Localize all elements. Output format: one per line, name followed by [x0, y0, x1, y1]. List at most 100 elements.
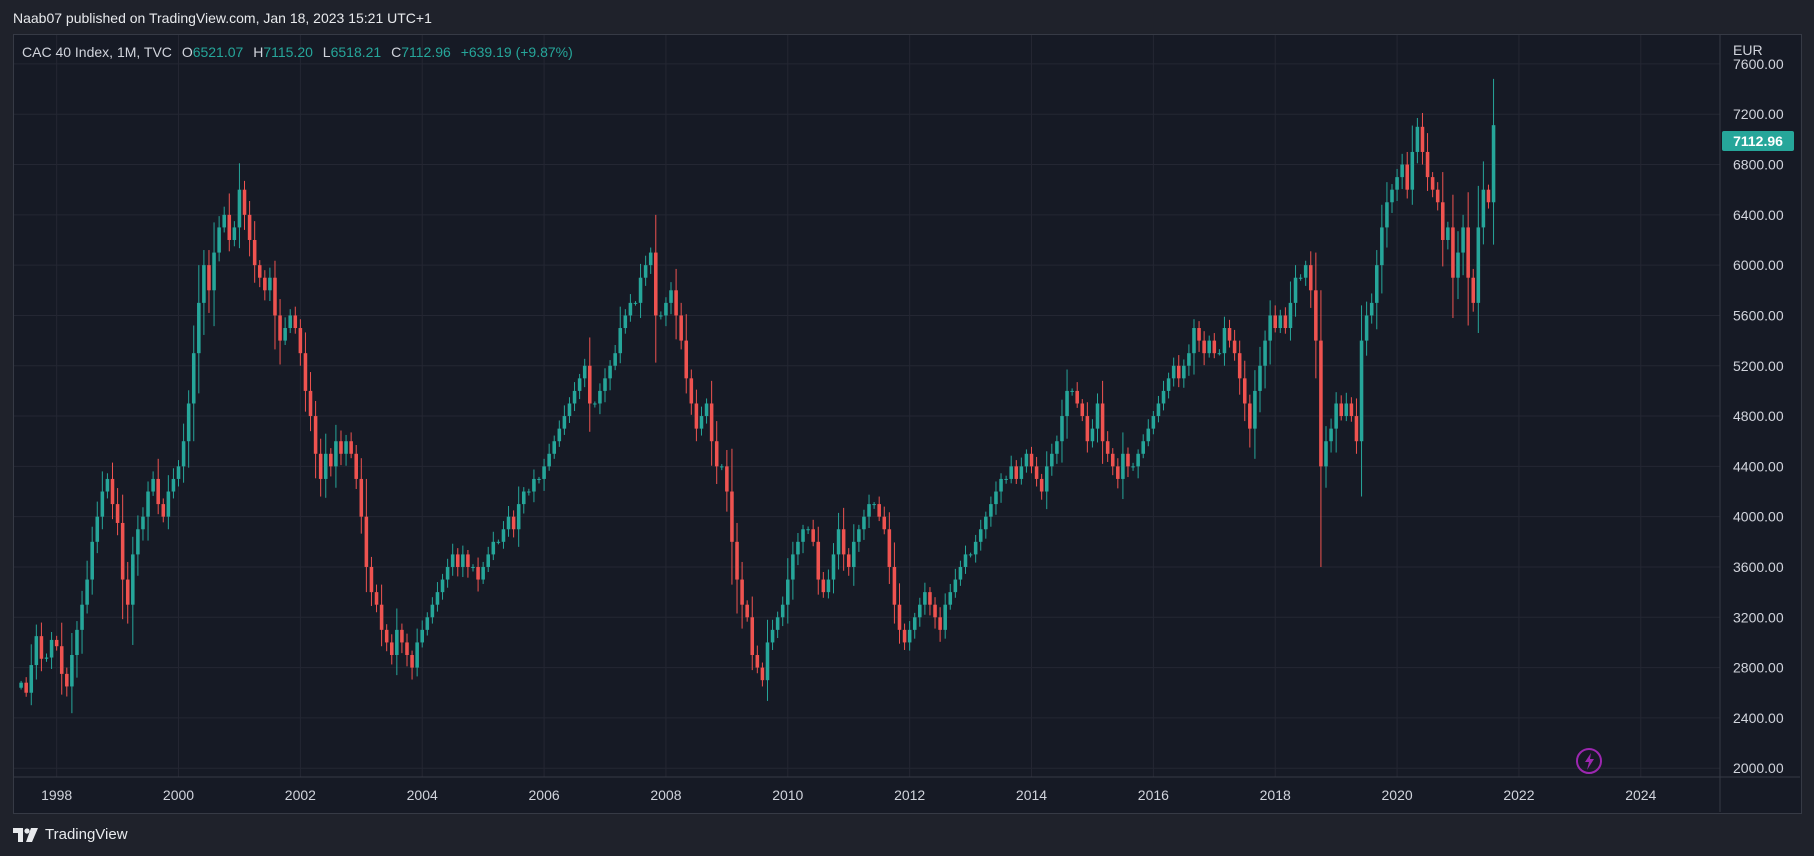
x-tick-label: 2024 [1625, 787, 1656, 803]
candle-body [730, 491, 734, 542]
candle-body [1364, 315, 1369, 341]
candle-body [100, 491, 105, 517]
last-price-tag: 7112.96 [1722, 131, 1794, 151]
candle-body [831, 554, 836, 580]
candle-body [1004, 478, 1008, 480]
candle-body [1009, 466, 1013, 479]
candle-body [1308, 265, 1313, 291]
candle-body [887, 529, 892, 567]
candle-body [1324, 441, 1328, 467]
candle-body [780, 604, 785, 618]
candle-body [1034, 466, 1039, 479]
candle-body [892, 566, 897, 605]
x-tick-label: 2020 [1382, 787, 1413, 803]
candle-body [628, 302, 633, 316]
candle-body [268, 277, 272, 291]
x-tick-label: 1998 [41, 787, 72, 803]
candle-body [364, 516, 369, 567]
y-tick-label: 2000.00 [1733, 760, 1784, 776]
tradingview-logo[interactable]: TradingView [13, 826, 128, 843]
candle-body [1029, 453, 1034, 467]
candle-body [1476, 227, 1481, 303]
candle-body [1288, 302, 1293, 329]
candle-body [1405, 164, 1410, 190]
low-value: 6518.21 [330, 44, 382, 60]
candle-body [1065, 390, 1069, 417]
candle-body [455, 554, 460, 567]
candle-body [501, 529, 506, 542]
last-price-tag-text: 7112.96 [1733, 133, 1783, 149]
candle-body [902, 629, 907, 643]
candle-body [1217, 353, 1222, 355]
candle-body [648, 252, 653, 266]
candle-body [1339, 403, 1344, 417]
candle-body [176, 466, 181, 479]
candle-body [527, 491, 531, 493]
candle-body [191, 353, 196, 404]
candle-body [1456, 252, 1460, 278]
candle-body [450, 554, 455, 567]
candle-body [1253, 390, 1257, 429]
candle-body [171, 478, 176, 492]
candle-body [257, 265, 262, 278]
candle-body [1319, 340, 1323, 467]
candle-body [567, 403, 572, 417]
candle-body [212, 252, 216, 291]
x-tick-label: 2014 [1016, 787, 1047, 803]
candle-body [166, 491, 171, 517]
symbol-name: CAC 40 Index, 1M, TVC [22, 44, 172, 60]
candle-body [70, 655, 74, 687]
candle-body [542, 466, 546, 479]
candle-body [1055, 441, 1059, 454]
candle-body [125, 579, 130, 605]
candle-body [1227, 328, 1232, 341]
candle-body [24, 682, 28, 693]
candle-body [750, 617, 755, 656]
candle-body [1486, 189, 1491, 203]
candle-body [613, 353, 617, 366]
candle-body [1151, 416, 1156, 429]
open-label: O [181, 44, 193, 60]
candle-body [400, 629, 404, 643]
candle-body [608, 365, 612, 379]
candle-body [420, 629, 424, 643]
candle-body [207, 265, 211, 291]
candle-body [273, 277, 277, 316]
candle-body [516, 504, 521, 530]
chart-pane[interactable] [13, 34, 1802, 814]
candle-body [105, 478, 110, 492]
candle-body [1192, 328, 1196, 354]
y-tick-label: 2400.00 [1733, 710, 1784, 726]
candle-body [714, 441, 719, 467]
candle-body [1212, 340, 1217, 354]
candle-body [907, 629, 912, 643]
candle-body [897, 604, 902, 630]
x-tick-label: 2000 [163, 787, 194, 803]
candle-body [1258, 365, 1262, 391]
candle-body [978, 529, 983, 542]
candle-body [1385, 202, 1389, 228]
candle-body [471, 566, 475, 568]
candle-body [461, 554, 465, 567]
candle-body [1121, 453, 1125, 479]
currency-label: EUR [1733, 42, 1763, 58]
candle-body [1166, 378, 1171, 391]
candle-body [85, 579, 89, 605]
candle-body [481, 566, 485, 580]
y-tick-label: 7600.00 [1733, 56, 1784, 72]
candle-body [598, 390, 602, 404]
candle-body [1410, 151, 1415, 190]
candle-body [1430, 177, 1435, 190]
candle-body [669, 290, 673, 303]
candle-body [95, 516, 100, 542]
candle-body [1176, 365, 1181, 379]
x-tick-label: 2012 [894, 787, 925, 803]
candle-body [65, 673, 69, 687]
candle-body [1344, 403, 1349, 417]
lightning-icon[interactable] [1576, 748, 1602, 774]
candle-body [1080, 403, 1085, 417]
candle-body [1014, 466, 1019, 479]
candle-body [1263, 340, 1267, 366]
candle-body [735, 541, 739, 580]
